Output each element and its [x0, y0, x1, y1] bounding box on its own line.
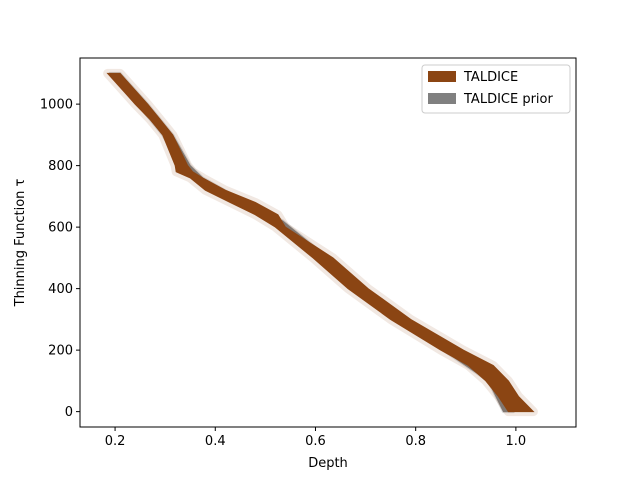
- y-tick-label: 0: [65, 405, 73, 420]
- x-axis-ticks: 0.2 0.4 0.6 0.8 1.0: [105, 427, 526, 449]
- y-axis-ticks: 0 200 400 600 800 1000: [40, 98, 80, 420]
- y-axis-label: Thinning Function τ: [13, 178, 28, 307]
- x-tick-label: 0.6: [305, 434, 326, 449]
- y-tick-label: 400: [48, 282, 73, 297]
- y-tick-label: 200: [48, 344, 73, 359]
- legend-swatch-taldice-prior: [428, 93, 456, 104]
- y-tick-label: 600: [48, 221, 73, 236]
- y-tick-label: 1000: [40, 98, 73, 113]
- y-tick-label: 800: [48, 159, 73, 174]
- x-axis-label: Depth: [308, 456, 348, 471]
- legend-label-taldice: TALDICE: [463, 70, 518, 85]
- x-tick-label: 1.0: [506, 434, 527, 449]
- x-tick-label: 0.2: [105, 434, 126, 449]
- x-tick-label: 0.4: [205, 434, 226, 449]
- x-tick-label: 0.8: [405, 434, 426, 449]
- legend-swatch-taldice: [428, 71, 456, 82]
- legend: TALDICE TALDICE prior: [421, 64, 571, 114]
- plot-area: [103, 68, 538, 417]
- taldice-band: [106, 72, 535, 413]
- legend-label-taldice-prior: TALDICE prior: [463, 92, 553, 107]
- legend-box: [421, 64, 571, 114]
- axes-frame: [79, 57, 577, 428]
- taldice-series: [103, 68, 538, 417]
